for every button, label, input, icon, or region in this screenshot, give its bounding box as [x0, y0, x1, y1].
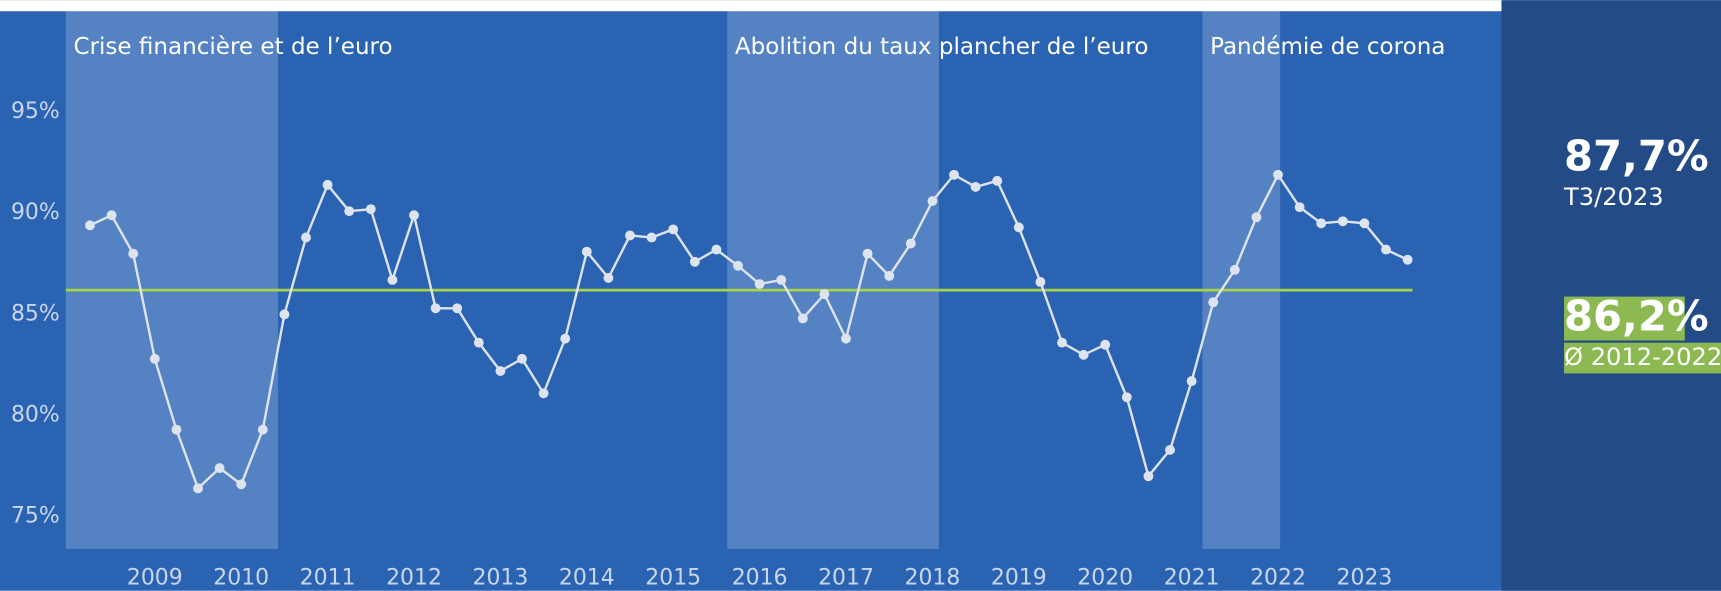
x-tick-label: 2018 [904, 566, 960, 591]
data-point [1121, 392, 1132, 403]
average-period: Ø 2012-2022 [1564, 343, 1721, 371]
x-tick-label: 2012 [386, 566, 442, 591]
data-point [257, 424, 268, 435]
data-point [236, 479, 247, 490]
data-point [452, 303, 463, 314]
average-value: 86,2% [1564, 292, 1709, 341]
data-point [884, 270, 895, 281]
data-point [430, 303, 441, 314]
data-point [754, 279, 765, 289]
data-point [365, 204, 376, 215]
data-point [1143, 471, 1154, 482]
x-tick-label: 2023 [1336, 566, 1392, 591]
data-point [905, 238, 916, 249]
data-point [517, 353, 527, 364]
y-tick-label: 95% [11, 99, 60, 124]
data-point [560, 333, 571, 344]
x-tick-label: 2013 [472, 566, 528, 591]
data-point [819, 289, 830, 300]
data-point [106, 210, 117, 221]
period-band [65, 6, 278, 550]
y-tick-label: 80% [11, 403, 60, 428]
data-point [1078, 349, 1089, 360]
data-point [214, 463, 225, 474]
data-point [776, 275, 787, 285]
data-point [1251, 212, 1262, 223]
side-panel [1501, 0, 1721, 591]
x-tick-label: 2011 [300, 566, 356, 591]
x-tick-label: 2015 [645, 566, 701, 591]
data-point [797, 313, 808, 324]
x-tick-label: 2022 [1250, 566, 1306, 591]
y-tick-label: 75% [11, 504, 60, 529]
x-tick-label: 2014 [559, 566, 615, 591]
data-point [1100, 339, 1111, 350]
data-point [409, 210, 419, 221]
data-point [1337, 216, 1348, 227]
data-point [1165, 444, 1175, 455]
period-band [727, 6, 939, 550]
data-point [949, 169, 959, 180]
data-point [625, 230, 635, 241]
latest-value: 87,7% [1564, 131, 1709, 180]
x-tick-label: 2021 [1164, 566, 1220, 591]
data-point [733, 260, 743, 271]
data-point [646, 232, 657, 243]
data-point [581, 246, 592, 257]
data-line [89, 172, 1409, 491]
x-tick-label: 2020 [1077, 566, 1133, 591]
data-point [279, 309, 290, 320]
latest-period: T3/2023 [1563, 183, 1664, 211]
data-point [149, 353, 160, 364]
data-point [387, 275, 398, 285]
data-point [473, 337, 484, 348]
y-tick-label: 90% [11, 200, 60, 225]
data-point [1316, 218, 1327, 229]
period-band [1202, 6, 1281, 550]
data-point [1273, 169, 1283, 180]
data-point [1359, 218, 1370, 229]
x-tick-label: 2016 [732, 566, 788, 591]
data-point [495, 366, 506, 376]
annotation: Abolition du taux plancher de l’euro [735, 34, 1149, 60]
data-point [970, 181, 981, 192]
x-tick-label: 2017 [818, 566, 874, 591]
x-tick-label: 2010 [213, 566, 269, 591]
data-point [1294, 202, 1305, 213]
annotation: Pandémie de corona [1210, 34, 1445, 60]
data-point [1208, 297, 1219, 308]
data-point [193, 483, 203, 494]
data-point [85, 220, 95, 231]
average-highlight [1564, 296, 1685, 341]
annotation: Crise financière et de l’euro [73, 34, 392, 60]
data-point [322, 179, 333, 190]
average-highlight [1564, 342, 1721, 374]
data-point [171, 424, 182, 435]
data-point [1035, 277, 1046, 287]
data-point [689, 256, 700, 267]
data-point [538, 388, 549, 399]
data-point [841, 333, 851, 344]
data-point [862, 248, 873, 259]
top-strip [0, 0, 1502, 12]
data-point [668, 224, 679, 235]
data-point [301, 232, 311, 243]
data-point [927, 196, 938, 206]
data-point [1229, 264, 1240, 275]
data-point [1186, 376, 1197, 387]
data-point [711, 244, 722, 255]
y-tick-label: 85% [11, 301, 60, 326]
data-point [1013, 222, 1024, 233]
data-point [1381, 244, 1391, 255]
data-point [992, 175, 1003, 186]
x-tick-label: 2019 [991, 566, 1047, 591]
data-point [603, 272, 614, 283]
x-tick-label: 2009 [127, 566, 183, 591]
data-point [128, 248, 139, 259]
data-point [1057, 337, 1067, 348]
data-point [344, 206, 355, 217]
data-point [1402, 254, 1413, 265]
